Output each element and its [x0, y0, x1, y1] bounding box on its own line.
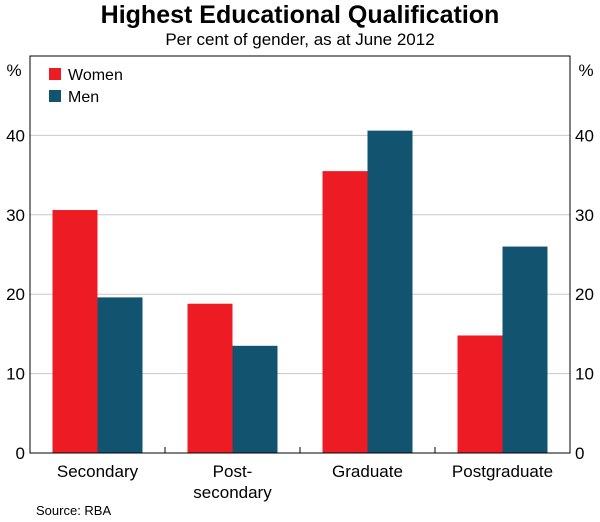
- y-tick-label-left: 20: [6, 285, 25, 304]
- y-tick-label-right: 10: [575, 365, 594, 384]
- plot-frame: [29, 55, 571, 454]
- y-tick-label-left: 10: [6, 365, 25, 384]
- bar-men-2: [232, 345, 278, 453]
- y-tick-label-left: 0: [16, 444, 25, 463]
- bar-men-4: [502, 246, 548, 453]
- legend-label-women: Women: [68, 67, 123, 84]
- bar-women-3: [322, 171, 368, 453]
- bar-women-2: [187, 303, 233, 453]
- x-category-label: Postgraduate: [452, 462, 553, 481]
- chart-title: Highest Educational Qualification: [100, 1, 500, 29]
- y-tick-label-left: 30: [6, 206, 25, 225]
- y-tick-label-right: 0: [575, 444, 584, 463]
- x-category-label: Graduate: [332, 462, 403, 481]
- legend-swatch-women: [49, 68, 61, 80]
- y-unit-right: %: [578, 61, 593, 80]
- bar-men-1: [97, 297, 143, 453]
- source-note: Source: RBA: [36, 503, 112, 518]
- x-category-label: secondary: [193, 483, 272, 502]
- y-tick-label-right: 30: [575, 206, 594, 225]
- x-category-label: Secondary: [57, 462, 139, 481]
- bar-men-3: [367, 130, 413, 454]
- y-tick-label-left: 40: [6, 126, 25, 145]
- bar-women-4: [457, 335, 503, 453]
- bar-women-1: [52, 210, 98, 453]
- legend-label-men: Men: [68, 89, 99, 106]
- y-tick-label-right: 40: [575, 126, 594, 145]
- legend-swatch-men: [49, 90, 61, 102]
- chart-subtitle: Per cent of gender, as at June 2012: [165, 30, 435, 49]
- y-unit-left: %: [6, 61, 21, 80]
- y-tick-label-right: 20: [575, 285, 594, 304]
- x-category-label: Post-: [213, 462, 253, 481]
